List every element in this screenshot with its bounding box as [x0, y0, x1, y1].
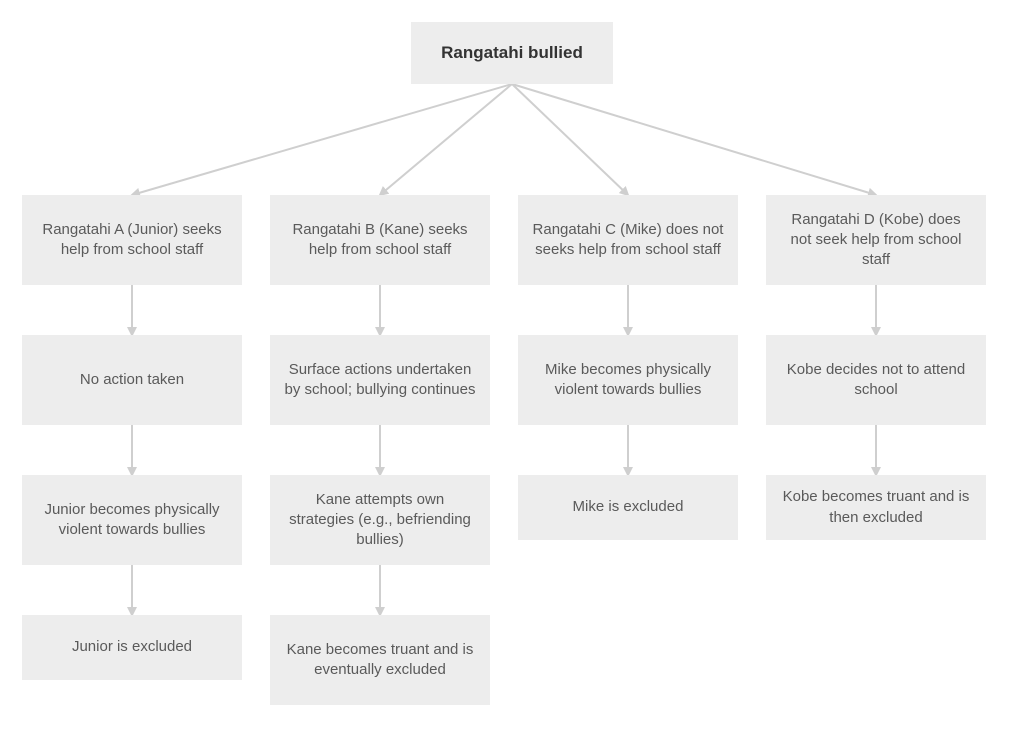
node-label: Junior is excluded — [72, 637, 192, 657]
node-label: Kane becomes truant and is eventually ex… — [284, 640, 476, 681]
flow-node-b3: Kane attempts own strategies (e.g., befr… — [270, 475, 490, 565]
flow-node-a1: Rangatahi A (Junior) seeks help from sch… — [22, 195, 242, 285]
node-label: Mike becomes physically violent towards … — [532, 360, 724, 401]
flow-node-b4: Kane becomes truant and is eventually ex… — [270, 615, 490, 705]
node-label: Rangatahi C (Mike) does not seeks help f… — [532, 220, 724, 261]
node-label: Rangatahi bullied — [441, 42, 583, 65]
flow-node-c1: Rangatahi C (Mike) does not seeks help f… — [518, 195, 738, 285]
node-label: Rangatahi B (Kane) seeks help from schoo… — [284, 220, 476, 261]
node-label: Surface actions undertaken by school; bu… — [284, 360, 476, 401]
flow-node-d2: Kobe decides not to attend school — [766, 335, 986, 425]
flow-node-a3: Junior becomes physically violent toward… — [22, 475, 242, 565]
node-label: Rangatahi A (Junior) seeks help from sch… — [36, 220, 228, 261]
node-label: Kobe decides not to attend school — [780, 360, 972, 401]
node-label: Rangatahi D (Kobe) does not seek help fr… — [780, 210, 972, 271]
edge-root-a1 — [132, 84, 512, 195]
edge-root-c1 — [512, 84, 628, 195]
node-label: Junior becomes physically violent toward… — [36, 500, 228, 541]
flow-node-b2: Surface actions undertaken by school; bu… — [270, 335, 490, 425]
flow-node-c3: Mike is excluded — [518, 475, 738, 540]
edge-root-d1 — [512, 84, 876, 195]
flow-node-c2: Mike becomes physically violent towards … — [518, 335, 738, 425]
flow-node-a4: Junior is excluded — [22, 615, 242, 680]
flow-node-d3: Kobe becomes truant and is then excluded — [766, 475, 986, 540]
node-label: No action taken — [80, 370, 184, 390]
flow-node-d1: Rangatahi D (Kobe) does not seek help fr… — [766, 195, 986, 285]
node-label: Kobe becomes truant and is then excluded — [780, 487, 972, 528]
root-node: Rangatahi bullied — [411, 22, 613, 84]
node-label: Mike is excluded — [573, 497, 684, 517]
node-label: Kane attempts own strategies (e.g., befr… — [284, 490, 476, 551]
edge-root-b1 — [380, 84, 512, 195]
flow-node-a2: No action taken — [22, 335, 242, 425]
flow-node-b1: Rangatahi B (Kane) seeks help from schoo… — [270, 195, 490, 285]
